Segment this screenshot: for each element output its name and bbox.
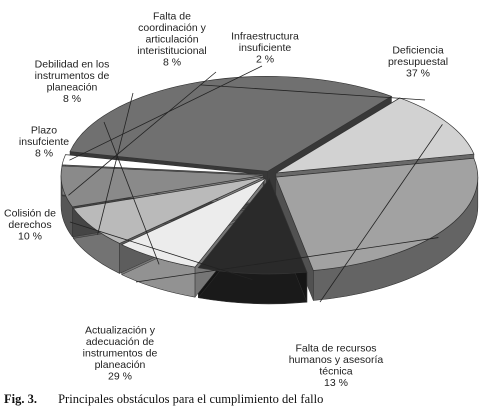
slice-value-1: 13 %: [324, 377, 348, 389]
pie-slice-1: [275, 97, 475, 174]
slice-label-5-line-0: Debilidad en los: [35, 59, 110, 71]
slice-label-0-line-1: presupuestal: [388, 56, 448, 68]
leader-line-4: [103, 121, 160, 265]
slice-label-2-line-1: adecuación de: [86, 336, 154, 348]
slice-value-2: 29 %: [108, 371, 132, 383]
slice-label-2-line-0: Actualización y: [85, 325, 156, 337]
leader-line-0: [200, 84, 426, 101]
slice-label-1-line-1: humanos y asesoría: [289, 354, 384, 366]
slice-label-6-line-3: interistitucional: [137, 45, 206, 57]
leader-line-3: [69, 221, 253, 281]
slice-value-5: 8 %: [63, 93, 81, 105]
slice-label-2-line-3: planeación: [95, 359, 146, 371]
slice-label-5-line-1: instrumentos de: [35, 70, 110, 82]
caption-number: Fig. 3.: [4, 392, 37, 406]
slice-value-6: 8 %: [163, 57, 181, 69]
leader-line-2: [135, 237, 439, 283]
pie-slice-7: [61, 154, 264, 175]
pie-slice-4: [120, 177, 267, 268]
slice-label-4-line-1: insufciente: [19, 136, 69, 148]
caption-text: Principales obstáculos para el cumplimie…: [58, 392, 324, 406]
pie-slice-6: [60, 165, 264, 208]
slice-label-6-line-1: coordinación y: [138, 22, 206, 34]
slice-label-7-line-0: Infraestructura: [231, 31, 299, 43]
figure-caption: Fig. 3. Principales obstáculos para el c…: [4, 392, 476, 407]
pie-slice-5: [72, 176, 265, 244]
slice-label-3-line-0: Colisión de: [4, 208, 56, 220]
pie-slice-2: [275, 157, 479, 271]
leader-line-7: [69, 65, 263, 161]
leader-line-1: [319, 124, 443, 303]
pie-slice-3: [197, 178, 308, 275]
slice-label-3-line-1: derechos: [8, 219, 51, 231]
slice-label-6-line-0: Falta de: [153, 11, 191, 23]
slice-label-7-line-1: insuficiente: [239, 42, 292, 54]
slice-value-4: 8 %: [35, 148, 53, 160]
slice-label-2-line-2: instrumentos de: [83, 348, 158, 360]
slice-label-1-line-2: técnica: [319, 366, 352, 378]
slice-label-1-line-0: Falta de recursos: [295, 343, 376, 355]
slice-label-6-line-2: articulación: [145, 34, 198, 46]
pie-slice-0: [69, 76, 393, 172]
slice-label-4-line-0: Plazo: [31, 125, 57, 137]
slice-label-0-line-0: Deficiencia: [392, 45, 444, 57]
slice-value-0: 37 %: [406, 68, 430, 80]
slice-label-5-line-2: planeación: [47, 82, 98, 94]
slice-value-7: 2 %: [256, 54, 274, 66]
leader-line-5: [97, 92, 134, 235]
slice-value-3: 10 %: [18, 231, 42, 243]
leader-line-6: [68, 71, 217, 196]
